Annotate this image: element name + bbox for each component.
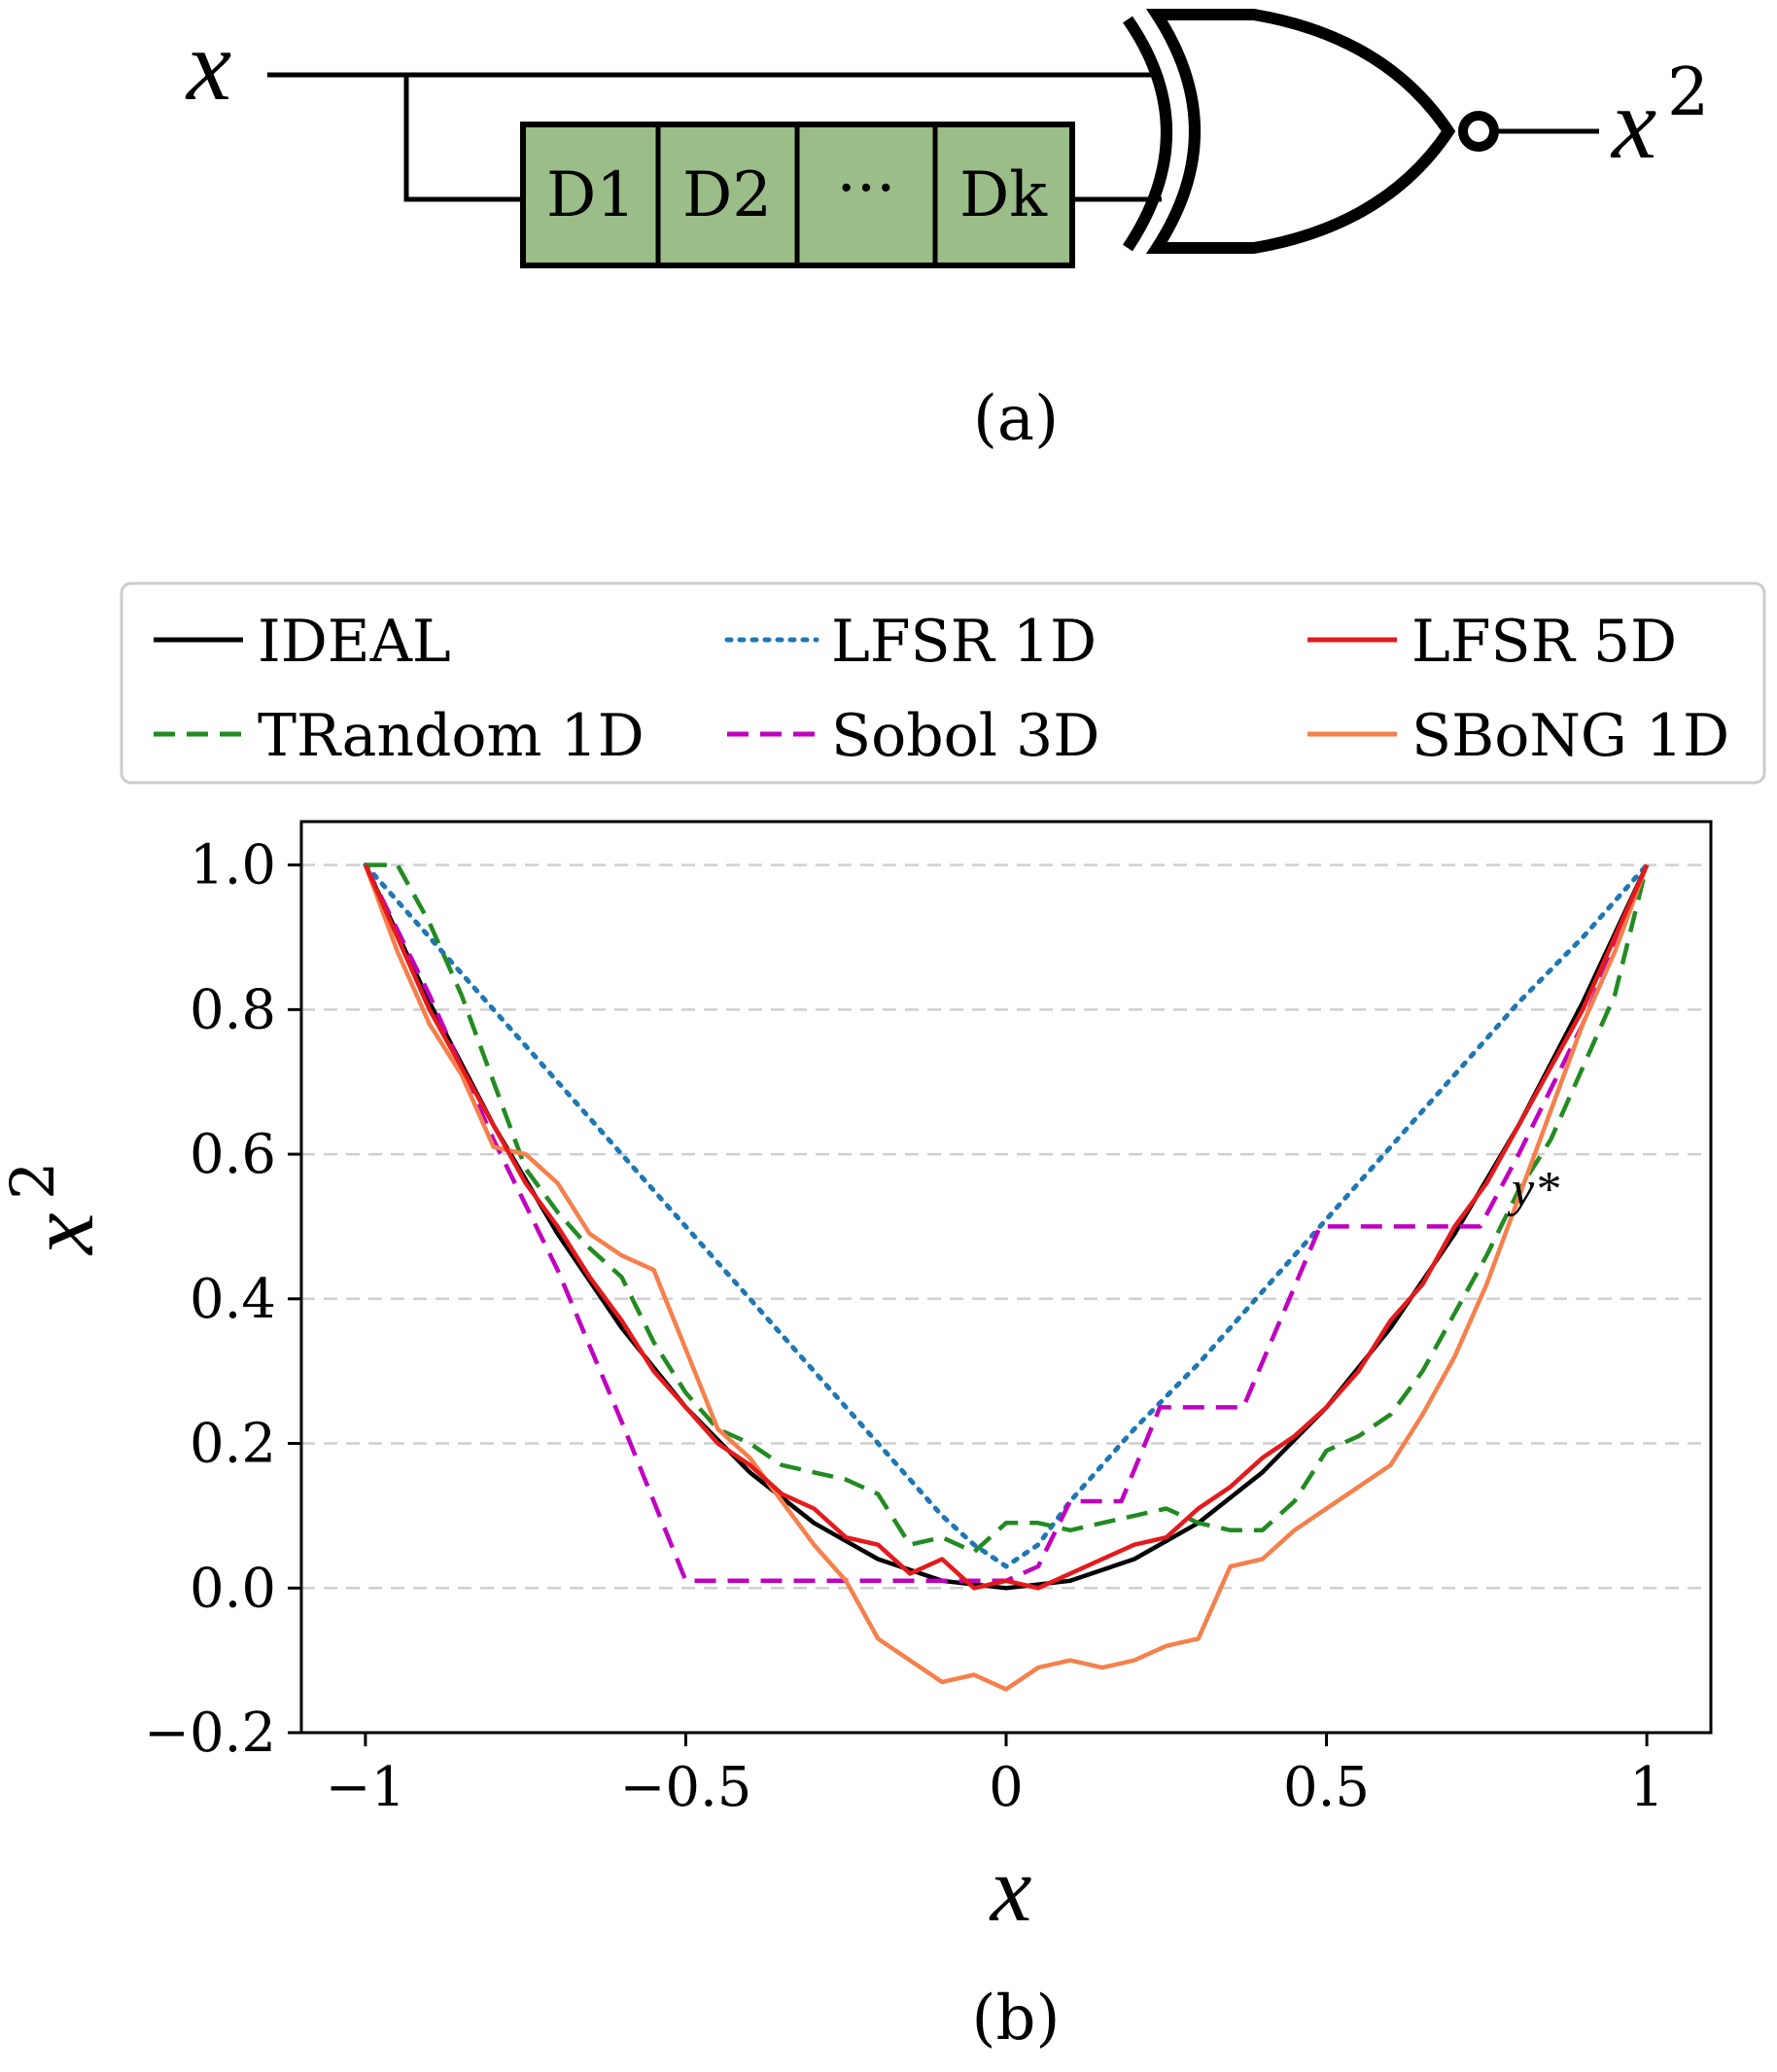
- circuit-input-label: x: [185, 10, 231, 122]
- delay-cell-label: D1: [546, 159, 636, 231]
- inversion-bubble: [1458, 111, 1499, 152]
- x-axis-label: x: [989, 1837, 1032, 1941]
- delay-cell-label: ···: [836, 153, 895, 225]
- caption-b: (b): [972, 1983, 1061, 2054]
- x-tick-label: 0.5: [1283, 1756, 1370, 1819]
- y-axis-label-group: x 2: [0, 1162, 113, 1256]
- circuit-output-exponent: 2: [1667, 54, 1709, 131]
- y-tick-label: 1.0: [190, 834, 276, 897]
- legend-label: LFSR 5D: [1411, 608, 1677, 676]
- x-tick-label: −1: [326, 1756, 406, 1819]
- series-line-lfsr-1d: [363, 862, 1650, 1569]
- y-axis-label: x: [9, 1212, 113, 1256]
- legend-entry: TRandom 1D: [154, 702, 645, 770]
- series-lines: [363, 862, 1650, 1692]
- y-tick-label: 0.0: [190, 1557, 276, 1620]
- legend-entry: IDEAL: [154, 608, 451, 676]
- circuit-diagram: x D1 D2 ··· Dk x 2 (a): [185, 9, 1709, 455]
- y-axis-label-exponent: 2: [0, 1162, 68, 1200]
- xnor-gate-body: [1145, 9, 1456, 254]
- legend-label: TRandom 1D: [258, 702, 645, 770]
- y-tick-label: 0.8: [190, 978, 276, 1041]
- y-tick-label: −0.2: [144, 1702, 276, 1765]
- x-axis-ticks: −1 −0.5 0 0.5 1: [326, 1733, 1664, 1819]
- x-tick-label: −0.5: [619, 1756, 751, 1819]
- branch-wire: [403, 75, 523, 202]
- y-tick-label: 0.4: [190, 1268, 276, 1331]
- xnor-gate-back-curve: [1123, 16, 1172, 252]
- delay-cell-label: D2: [682, 159, 772, 231]
- chart-annotation: y*: [1507, 1162, 1559, 1217]
- series-line-lfsr-5d: [363, 863, 1650, 1591]
- legend-entry: Sobol 3D: [727, 702, 1099, 770]
- series-line-trandom-1d: [365, 862, 1650, 1555]
- y-tick-label: 0.6: [190, 1123, 276, 1186]
- y-tick-label: 0.2: [190, 1413, 276, 1476]
- series-line-sbong-1d: [363, 863, 1650, 1692]
- legend-label: Sobol 3D: [831, 702, 1099, 770]
- y-axis-ticks: −0.2 0.0 0.2 0.4 0.6 0.8 1.0: [144, 834, 301, 1765]
- legend-label: SBoNG 1D: [1411, 702, 1729, 770]
- legend-label: IDEAL: [258, 608, 451, 676]
- legend-entry: SBoNG 1D: [1307, 702, 1729, 770]
- plot-area: −1 −0.5 0 0.5 1 −0.2 0.0 0.2 0.4 0.6 0.8 1.0 y* x …: [0, 820, 1713, 2054]
- legend-entry: LFSR 5D: [1307, 608, 1677, 676]
- circuit-output-label: x: [1610, 68, 1656, 180]
- caption-a: (a): [973, 383, 1059, 455]
- gridlines: [301, 863, 1711, 1735]
- axes-frame: [299, 820, 1713, 1735]
- legend-label: LFSR 1D: [831, 608, 1097, 676]
- x-tick-label: 1: [1629, 1756, 1664, 1819]
- x-tick-label: 0: [989, 1756, 1024, 1819]
- delay-cell-label: Dk: [959, 159, 1048, 231]
- legend-entry: LFSR 1D: [724, 608, 1097, 676]
- legend: IDEAL LFSR 1D LFSR 5D TRandom 1D Sobol 3…: [120, 581, 1766, 785]
